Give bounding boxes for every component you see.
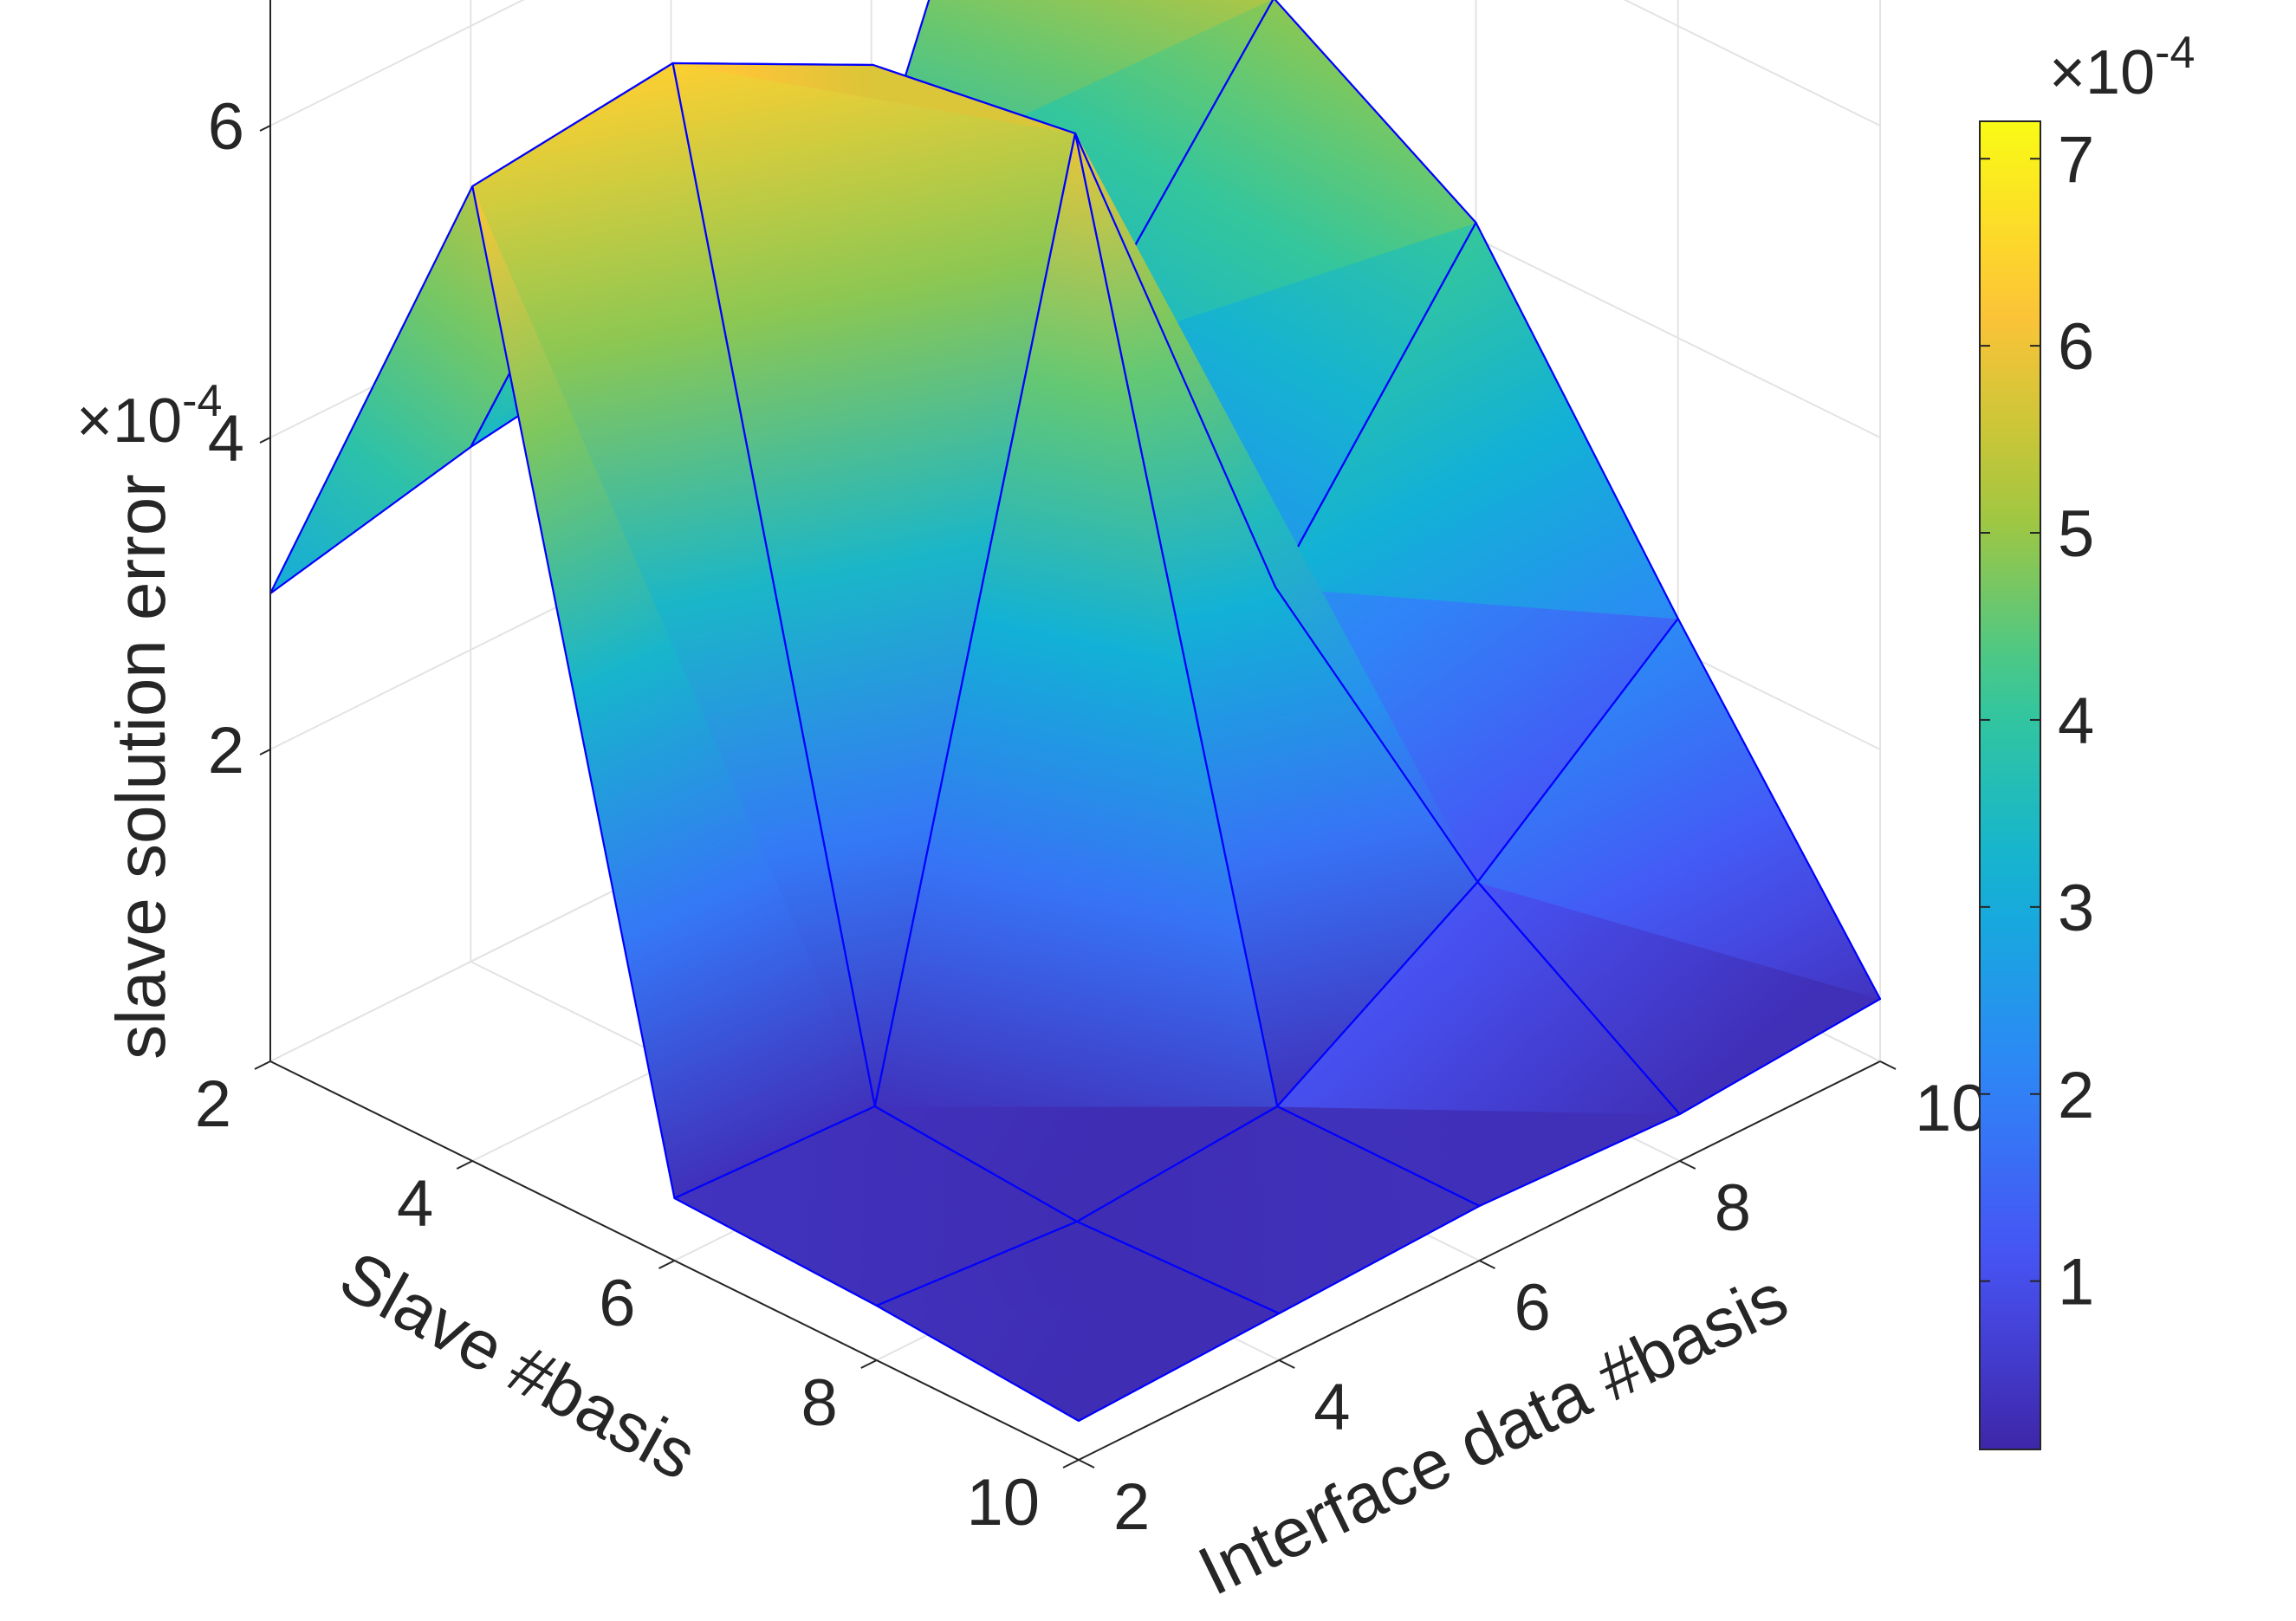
x-tick-label: 8 [801,1366,837,1440]
y-tick-mark [1679,1160,1696,1170]
x-tick-mark [456,1160,473,1170]
y-tick-label: 8 [1715,1171,1751,1245]
colorbar-exponent-label: ×10-4 [2049,28,2195,107]
x-tick-label: 6 [599,1267,635,1340]
colorbar-tick-label: 6 [2058,310,2094,384]
colorbar: 1 2 3 4 5 6 7 ×10-4 [1979,28,2195,1450]
y-tick-mark [1078,1459,1095,1469]
colorbar-exponent-power: -4 [2155,28,2195,78]
colorbar-tick-label: 7 [2058,123,2094,197]
colorbar-tick-label: 1 [2058,1246,2094,1319]
colorbar-tick-label: 3 [2058,872,2094,945]
x-tick-mark [254,1060,271,1070]
surface-mesh-edge [875,1220,1281,1423]
z-tick-mark [259,437,271,444]
x-axis-label: Slave #basis [328,1236,709,1495]
colorbar-exponent-base: ×10 [2049,38,2155,107]
colorbar-ticks: 1 2 3 4 5 6 7 [1980,123,2094,1319]
y-tick-label: 6 [1514,1271,1551,1345]
colorbar-gradient [1979,120,2041,1450]
surface [269,0,1882,1423]
surface-facet [876,1305,1281,1422]
x-tick-label: 4 [397,1167,433,1241]
x-tick-mark [860,1359,878,1369]
z-axis-label: slave solution error [102,474,179,1060]
x-tick-label: 2 [195,1067,231,1141]
y-tick-mark [1879,1060,1897,1070]
colorbar-tick-label: 2 [2058,1059,2094,1132]
x-tick-mark [1062,1459,1080,1469]
z-tick-mark [259,749,271,755]
z-exponent-base: ×10 [76,386,182,456]
y-tick-mark [1479,1260,1495,1269]
z-tick-label: 4 [208,402,244,476]
y-tick-label: 4 [1313,1371,1350,1444]
y-tick-label: 10 [1915,1072,1988,1145]
axes: 2 4 6 2 4 6 8 10 2 4 6 8 10 [195,0,1988,1544]
colorbar-tick-label: 5 [2058,497,2094,571]
y-tick-mark [1278,1359,1295,1369]
z-exponent-power: -4 [182,376,222,426]
x-tick-mark [658,1260,675,1269]
colorbar-tick-label: 4 [2058,684,2094,758]
z-tick-label: 6 [208,90,244,164]
y-tick-label: 2 [1113,1470,1150,1544]
surface-facet [870,0,1272,186]
z-tick-mark [259,125,271,132]
x-tick-label: 10 [966,1466,1040,1540]
z-tick-label: 2 [208,714,244,788]
z-exponent-label: ×10-4 [76,376,222,456]
